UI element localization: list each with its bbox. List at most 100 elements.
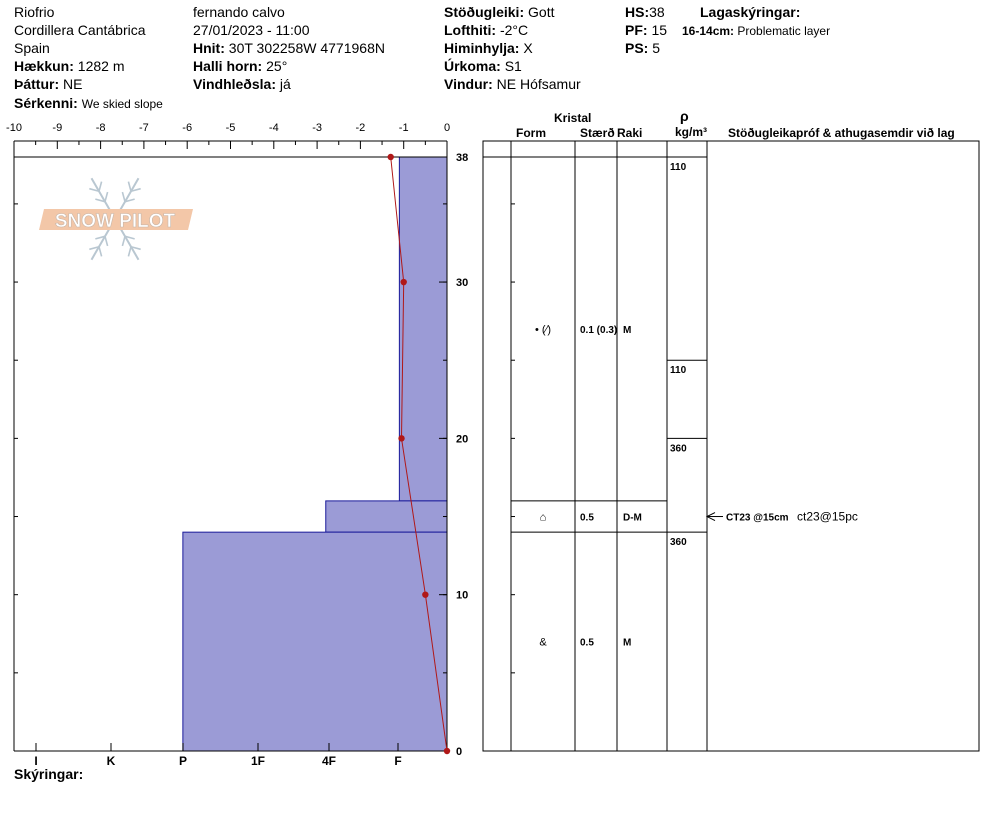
precip-value: S1: [504, 58, 522, 74]
density-unit: kg/m³: [675, 125, 708, 139]
layer-grain-size: 0.5: [580, 638, 594, 649]
layer-note-text: Problematic layer: [737, 24, 831, 38]
ps-value: 5: [652, 40, 661, 56]
temperature-tick-label: -9: [52, 122, 62, 134]
stability-label: Stöðugleiki:: [444, 4, 525, 20]
temperature-tick-label: -8: [96, 122, 106, 134]
wind-label: Vindur:: [444, 76, 493, 92]
precipitation: Úrkoma: S1: [444, 58, 522, 74]
aspect: Þáttur: NE: [14, 76, 82, 92]
density-value: 110: [670, 365, 687, 376]
snowflake-branch: [104, 236, 109, 247]
height-tick-label: 38: [456, 152, 468, 164]
snowflake-branch: [95, 235, 106, 240]
elevation: Hækkun: 1282 m: [14, 58, 125, 74]
height-tick-label: 0: [456, 746, 462, 758]
snowflake-branch: [121, 191, 126, 202]
layer-moisture: M: [623, 638, 631, 649]
density-value: 360: [670, 537, 687, 548]
snowflake-branch: [124, 198, 135, 203]
snowpilot-logo: SNOW PILOT: [39, 177, 193, 261]
layer-note: 16-14cm: Problematic layer: [682, 23, 830, 39]
pf-value: 15: [651, 22, 668, 38]
temperature-tick-label: -1: [399, 122, 409, 134]
temperature-point: [387, 153, 394, 161]
layer-grain-form: • (⁄): [535, 324, 551, 336]
temperature-point: [443, 747, 451, 755]
wind: Vindur: NE Hófsamur: [444, 76, 581, 92]
snowflake-branch: [89, 245, 100, 251]
hardness-tick-label: K: [107, 754, 116, 768]
coords-label: Hnit:: [193, 40, 225, 56]
layer-grain-form: ⌂: [540, 512, 547, 524]
temperature-tick-label: -3: [312, 122, 322, 134]
hardness-bar-2: [182, 531, 448, 752]
layer-note-depth: 16-14cm:: [682, 24, 735, 38]
slope-angle: Halli horn: 25°: [193, 58, 287, 74]
temperature-point: [422, 591, 429, 598]
snowflake-branch: [127, 181, 132, 192]
slope-value: 25°: [266, 58, 288, 74]
hardness-tick-label: 1F: [251, 754, 265, 768]
tests-header: Stöðugleikapróf & athugasemdir við lag: [728, 126, 955, 140]
layer-table: • (⁄) 0.1 (0.3) M ⌂ 0.5 D-M & 0.5 M 110 110 360 360 C…: [482, 140, 980, 752]
height-tick-label: 30: [456, 277, 468, 289]
pf-label: PF:: [625, 22, 648, 38]
size-header: Stærð: [580, 126, 615, 140]
ps: PS: 5: [625, 40, 660, 56]
precip-label: Úrkoma:: [444, 58, 501, 74]
layer-moisture: M: [623, 325, 631, 336]
temperature-tick-label: -4: [269, 122, 279, 134]
aspect-value: NE: [63, 76, 83, 92]
temperature-tick-label: -7: [139, 122, 149, 134]
hardness-tick-label: P: [179, 754, 187, 768]
location: Riofrio: [14, 4, 55, 20]
elevation-value: 1282 m: [77, 58, 125, 74]
country: Spain: [14, 40, 50, 56]
comments-label: Skýringar:: [14, 766, 84, 782]
hardness-tick-label: F: [394, 754, 401, 768]
hardness-tick-label: I: [34, 754, 37, 768]
slope-label: Halli horn:: [193, 58, 263, 74]
layer-notes-label: Lagaskýringar:: [700, 4, 801, 20]
form-header: Form: [516, 126, 546, 140]
density-value: 360: [670, 443, 687, 454]
snowflake-branch: [124, 235, 135, 240]
aspect-label: Þáttur:: [14, 76, 60, 92]
snowflake-branch: [121, 236, 126, 247]
crystal-header: Kristal: [554, 111, 592, 125]
mountain-range: Cordillera Cantábrica: [14, 22, 146, 38]
layer-grain-size: 0.5: [580, 513, 594, 524]
density-symbol: ρ: [680, 108, 689, 124]
hardness-profile: [182, 156, 448, 752]
temperature-tick-label: -5: [226, 122, 236, 134]
hs: HS:38: [625, 4, 665, 20]
ps-label: PS:: [625, 40, 649, 56]
height-tick-label: 20: [456, 433, 468, 445]
elevation-label: Hækkun:: [14, 58, 74, 74]
snowflake-branch: [98, 181, 103, 192]
temperature-point: [400, 278, 407, 286]
wind-loading-value: já: [279, 76, 291, 92]
hs-value: 38: [649, 4, 665, 20]
logo-text: SNOW PILOT: [55, 211, 176, 232]
temperature-tick-label: -10: [6, 122, 22, 134]
temperature-tick-label: -2: [356, 122, 366, 134]
air-temp: Lofthiti: -2°C: [444, 22, 528, 38]
snowflake-branch: [130, 245, 141, 251]
snowflake-branch: [95, 198, 106, 203]
logo-banner: [39, 209, 193, 230]
snowflake-branch: [98, 246, 103, 257]
features-label: Sérkenni:: [14, 95, 78, 111]
layer-grain-form: &: [539, 637, 547, 649]
test-arrow: [705, 512, 716, 521]
snowflake-branch: [104, 191, 109, 202]
temperature-tick-label: 0: [444, 122, 450, 134]
hs-label: HS:: [625, 4, 650, 20]
hardness-bar-0: [398, 156, 448, 502]
test-label: CT23 @15cm: [726, 513, 789, 524]
features: Sérkenni: We skied slope: [14, 95, 163, 112]
